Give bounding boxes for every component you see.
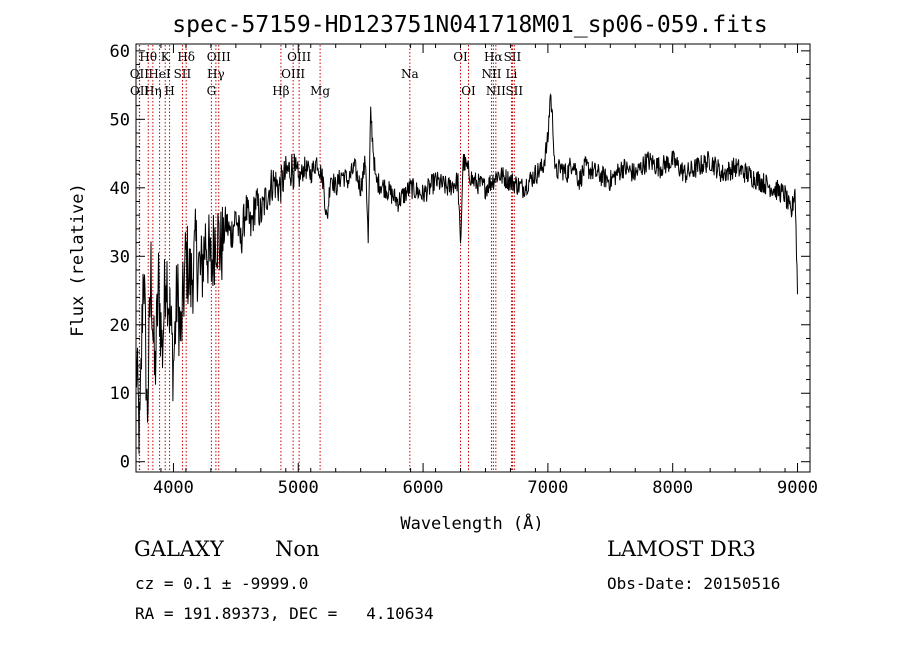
spectral-line-label: K: [161, 50, 171, 64]
coordinates-label: RA = 191.89373, DEC = 4.10634: [135, 604, 434, 623]
object-subclass-label: Non: [275, 537, 320, 561]
axis-tick-labels: 4000 5000 6000 7000 8000 9000 0 10 20 30 40 50 60: [110, 42, 818, 498]
spectral-line-label: SII: [174, 67, 192, 81]
spectrum-series-line: [135, 93, 798, 454]
spectral-line-label: HeI: [148, 67, 171, 81]
y-axis-label: Flux (relative): [68, 183, 88, 337]
spectral-line-label: Hγ: [207, 67, 225, 81]
y-tick-label: 0: [120, 453, 130, 473]
redshift-label: cz = 0.1 ± -9999.0: [135, 574, 309, 593]
y-tick-label: 60: [110, 42, 130, 62]
spectral-line-label: OIII: [287, 50, 311, 64]
spectral-line-markers: [138, 45, 515, 471]
y-tick-label: 50: [110, 110, 130, 130]
spectral-line-label: NII: [486, 84, 506, 98]
spectral-line-label: Hβ: [272, 84, 289, 98]
spectral-line-label: SII: [504, 50, 522, 64]
spectral-line-label: OII: [130, 84, 150, 98]
y-tick-label: 40: [110, 179, 130, 199]
spectral-line-label: Na: [401, 67, 419, 81]
plot-frame: [135, 43, 811, 473]
x-tick-label: 5000: [278, 478, 319, 498]
spectral-line-label: OII: [130, 67, 150, 81]
survey-label: LAMOST DR3: [607, 537, 756, 561]
spectral-line-labels: OIIOIIHθHηHeIKHSIIHδHγGOIIIHβOIIIOIIIMgN…: [130, 50, 524, 98]
spectral-line-label: NII: [481, 67, 501, 81]
x-tick-label: 8000: [652, 478, 693, 498]
object-class-label: GALAXY: [134, 537, 224, 561]
spectral-line-label: Mg: [310, 84, 330, 98]
x-axis-label: Wavelength (Å): [400, 512, 543, 534]
spectral-line-label: OIII: [207, 50, 231, 64]
y-tick-label: 30: [110, 247, 130, 267]
spectral-line-label: H: [164, 84, 174, 98]
spectral-line-label: Hθ: [139, 50, 157, 64]
spectral-line-label: Li: [506, 67, 518, 81]
x-tick-label: 4000: [153, 478, 194, 498]
spectral-line-label: G: [207, 84, 217, 98]
x-tick-label: 9000: [777, 478, 818, 498]
spectral-line-label: SII: [505, 84, 523, 98]
spectral-line-label: OI: [461, 84, 476, 98]
spectral-line-label: Hα: [484, 50, 503, 64]
axis-ticks: [135, 44, 811, 472]
y-tick-label: 20: [110, 316, 130, 336]
spectral-line-label: OIII: [281, 67, 305, 81]
y-tick-label: 10: [110, 384, 130, 404]
obs-date-label: Obs-Date: 20150516: [607, 574, 781, 593]
x-tick-label: 6000: [403, 478, 444, 498]
spectral-line-label: OI: [453, 50, 468, 64]
chart-title: spec-57159-HD123751N041718M01_sp06-059.f…: [172, 12, 767, 38]
spectral-line-label: Hδ: [177, 50, 195, 64]
spectral-line-label: Hη: [144, 84, 162, 98]
x-tick-label: 7000: [527, 478, 568, 498]
